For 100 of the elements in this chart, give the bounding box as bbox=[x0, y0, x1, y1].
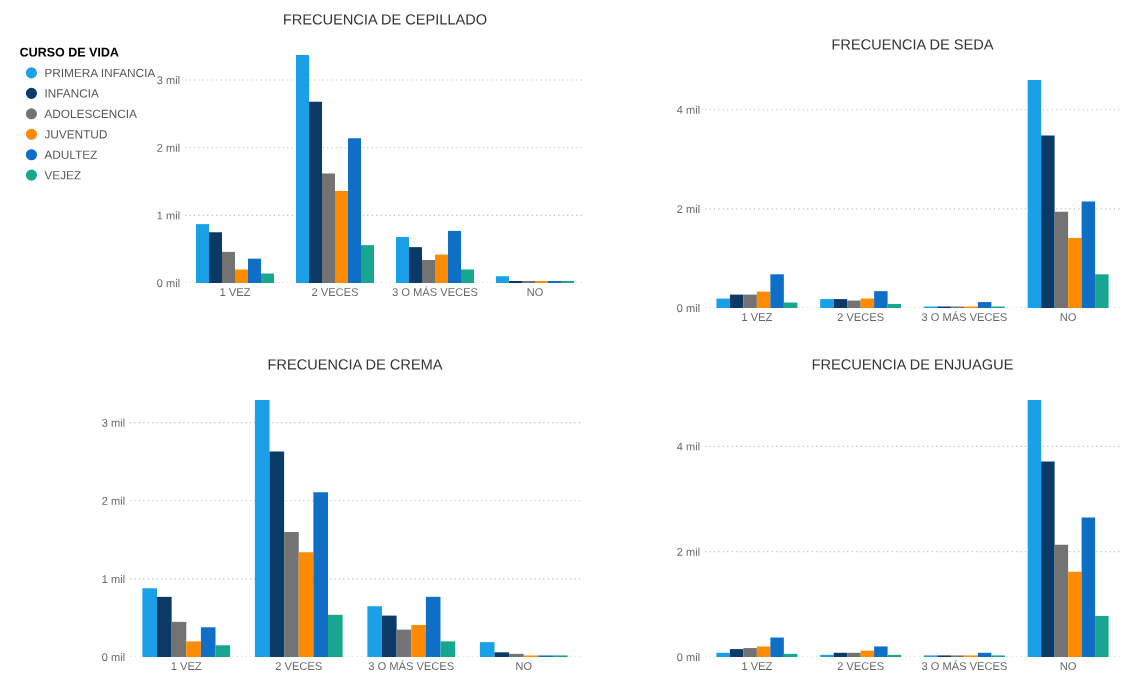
bar bbox=[874, 646, 888, 657]
bar bbox=[1041, 461, 1055, 657]
legend-label: ADULTEZ bbox=[44, 150, 97, 159]
bar bbox=[235, 269, 248, 283]
x-tick-label: 1 VEZ bbox=[742, 662, 772, 670]
bar bbox=[1054, 211, 1069, 308]
bar bbox=[254, 400, 270, 657]
bar bbox=[284, 532, 299, 657]
x-tick-label: 2 VECES bbox=[837, 662, 884, 671]
bar bbox=[860, 650, 875, 657]
bar bbox=[196, 224, 209, 283]
legend-label: PRIMERA INFANCIA bbox=[45, 68, 156, 78]
bar bbox=[1054, 544, 1069, 657]
bar bbox=[298, 552, 314, 657]
y-tick-label: 0 mil bbox=[157, 278, 180, 288]
bar bbox=[328, 614, 343, 657]
bar bbox=[1027, 80, 1042, 308]
bar bbox=[756, 291, 771, 308]
bar bbox=[248, 258, 261, 283]
bar bbox=[494, 652, 510, 657]
bar bbox=[448, 230, 461, 283]
y-tick-label: 0 mil bbox=[677, 652, 700, 662]
bar bbox=[440, 641, 456, 657]
bar bbox=[222, 251, 235, 283]
legend-title: CURSO DE VIDA bbox=[20, 47, 119, 57]
x-tick-label: 1 VEZ bbox=[171, 662, 202, 670]
bar bbox=[425, 596, 441, 657]
y-tick-label: 4 mil bbox=[676, 442, 700, 451]
x-tick-label: 2 VECES bbox=[837, 313, 884, 322]
bar bbox=[716, 298, 730, 308]
chart-title: FRECUENCIA DE CREMA bbox=[268, 359, 443, 370]
bar bbox=[367, 606, 382, 657]
y-tick-label: 4 mil bbox=[676, 105, 700, 114]
legend-label: ADOLESCENCIA bbox=[44, 109, 137, 119]
x-tick-label: 2 VECES bbox=[312, 288, 358, 297]
bar bbox=[200, 627, 216, 657]
bar bbox=[977, 652, 992, 657]
bar bbox=[322, 173, 335, 283]
bar bbox=[1081, 201, 1096, 308]
y-tick-label: 1 mil bbox=[102, 574, 125, 583]
bar bbox=[548, 280, 561, 283]
x-tick-label: 1 VEZ bbox=[220, 288, 251, 296]
bar bbox=[1095, 615, 1109, 657]
bar bbox=[509, 653, 524, 657]
bar bbox=[847, 300, 861, 308]
bar bbox=[833, 652, 848, 657]
bar bbox=[309, 101, 322, 283]
bar bbox=[296, 55, 309, 283]
bar bbox=[422, 260, 435, 283]
x-tick-label: NO bbox=[527, 288, 543, 297]
chart-title: FRECUENCIA DE CEPILLADO bbox=[284, 14, 487, 25]
bar bbox=[361, 245, 374, 283]
chart-title: FRECUENCIA DE SEDA bbox=[832, 39, 994, 50]
bar bbox=[977, 302, 992, 308]
legend-label: JUVENTUD bbox=[44, 130, 107, 139]
bar bbox=[396, 629, 412, 657]
x-tick-label: 2 VECES bbox=[275, 662, 322, 671]
y-tick-label: 2 mil bbox=[677, 204, 700, 213]
bar bbox=[382, 615, 397, 657]
bar bbox=[261, 273, 274, 283]
x-tick-label: 1 VEZ bbox=[742, 313, 772, 321]
chart-title: FRECUENCIA DE ENJUAGUE bbox=[812, 359, 1013, 370]
bar bbox=[1027, 400, 1042, 657]
bar bbox=[461, 269, 474, 283]
bar bbox=[522, 280, 535, 283]
y-tick-label: 0 mil bbox=[677, 303, 700, 313]
bar bbox=[157, 596, 172, 657]
bar bbox=[1068, 571, 1082, 657]
bar bbox=[1041, 135, 1055, 308]
x-tick-label: NO bbox=[1060, 313, 1076, 322]
bar bbox=[561, 280, 574, 283]
y-tick-label: 3 mil bbox=[157, 76, 180, 85]
bar bbox=[479, 642, 495, 657]
x-tick-label: NO bbox=[516, 662, 532, 671]
bar bbox=[509, 280, 522, 283]
bar bbox=[209, 232, 222, 283]
bar bbox=[215, 645, 231, 657]
x-tick-label: 3 O MÁS VECES bbox=[921, 660, 1007, 671]
x-tick-label: 3 O MÁS VECES bbox=[921, 311, 1007, 322]
bar bbox=[743, 648, 757, 657]
legend-label: VEJEZ bbox=[44, 171, 81, 180]
bar bbox=[396, 236, 409, 283]
y-tick-label: 0 mil bbox=[102, 652, 125, 662]
bar bbox=[142, 588, 157, 657]
bar bbox=[743, 294, 757, 308]
bar bbox=[186, 641, 201, 657]
y-tick-label: 2 mil bbox=[677, 547, 700, 556]
bar bbox=[496, 276, 509, 283]
bar bbox=[1068, 238, 1082, 308]
legend-label: INFANCIA bbox=[45, 89, 99, 98]
bar bbox=[729, 294, 744, 308]
bar bbox=[535, 280, 548, 283]
x-tick-label: 3 O MÁS VECES bbox=[392, 286, 478, 297]
bar bbox=[770, 274, 784, 308]
bar bbox=[833, 299, 848, 308]
bar bbox=[409, 247, 422, 283]
bar bbox=[435, 254, 448, 283]
bar bbox=[874, 291, 888, 308]
bar bbox=[887, 304, 902, 308]
bar bbox=[756, 646, 771, 657]
